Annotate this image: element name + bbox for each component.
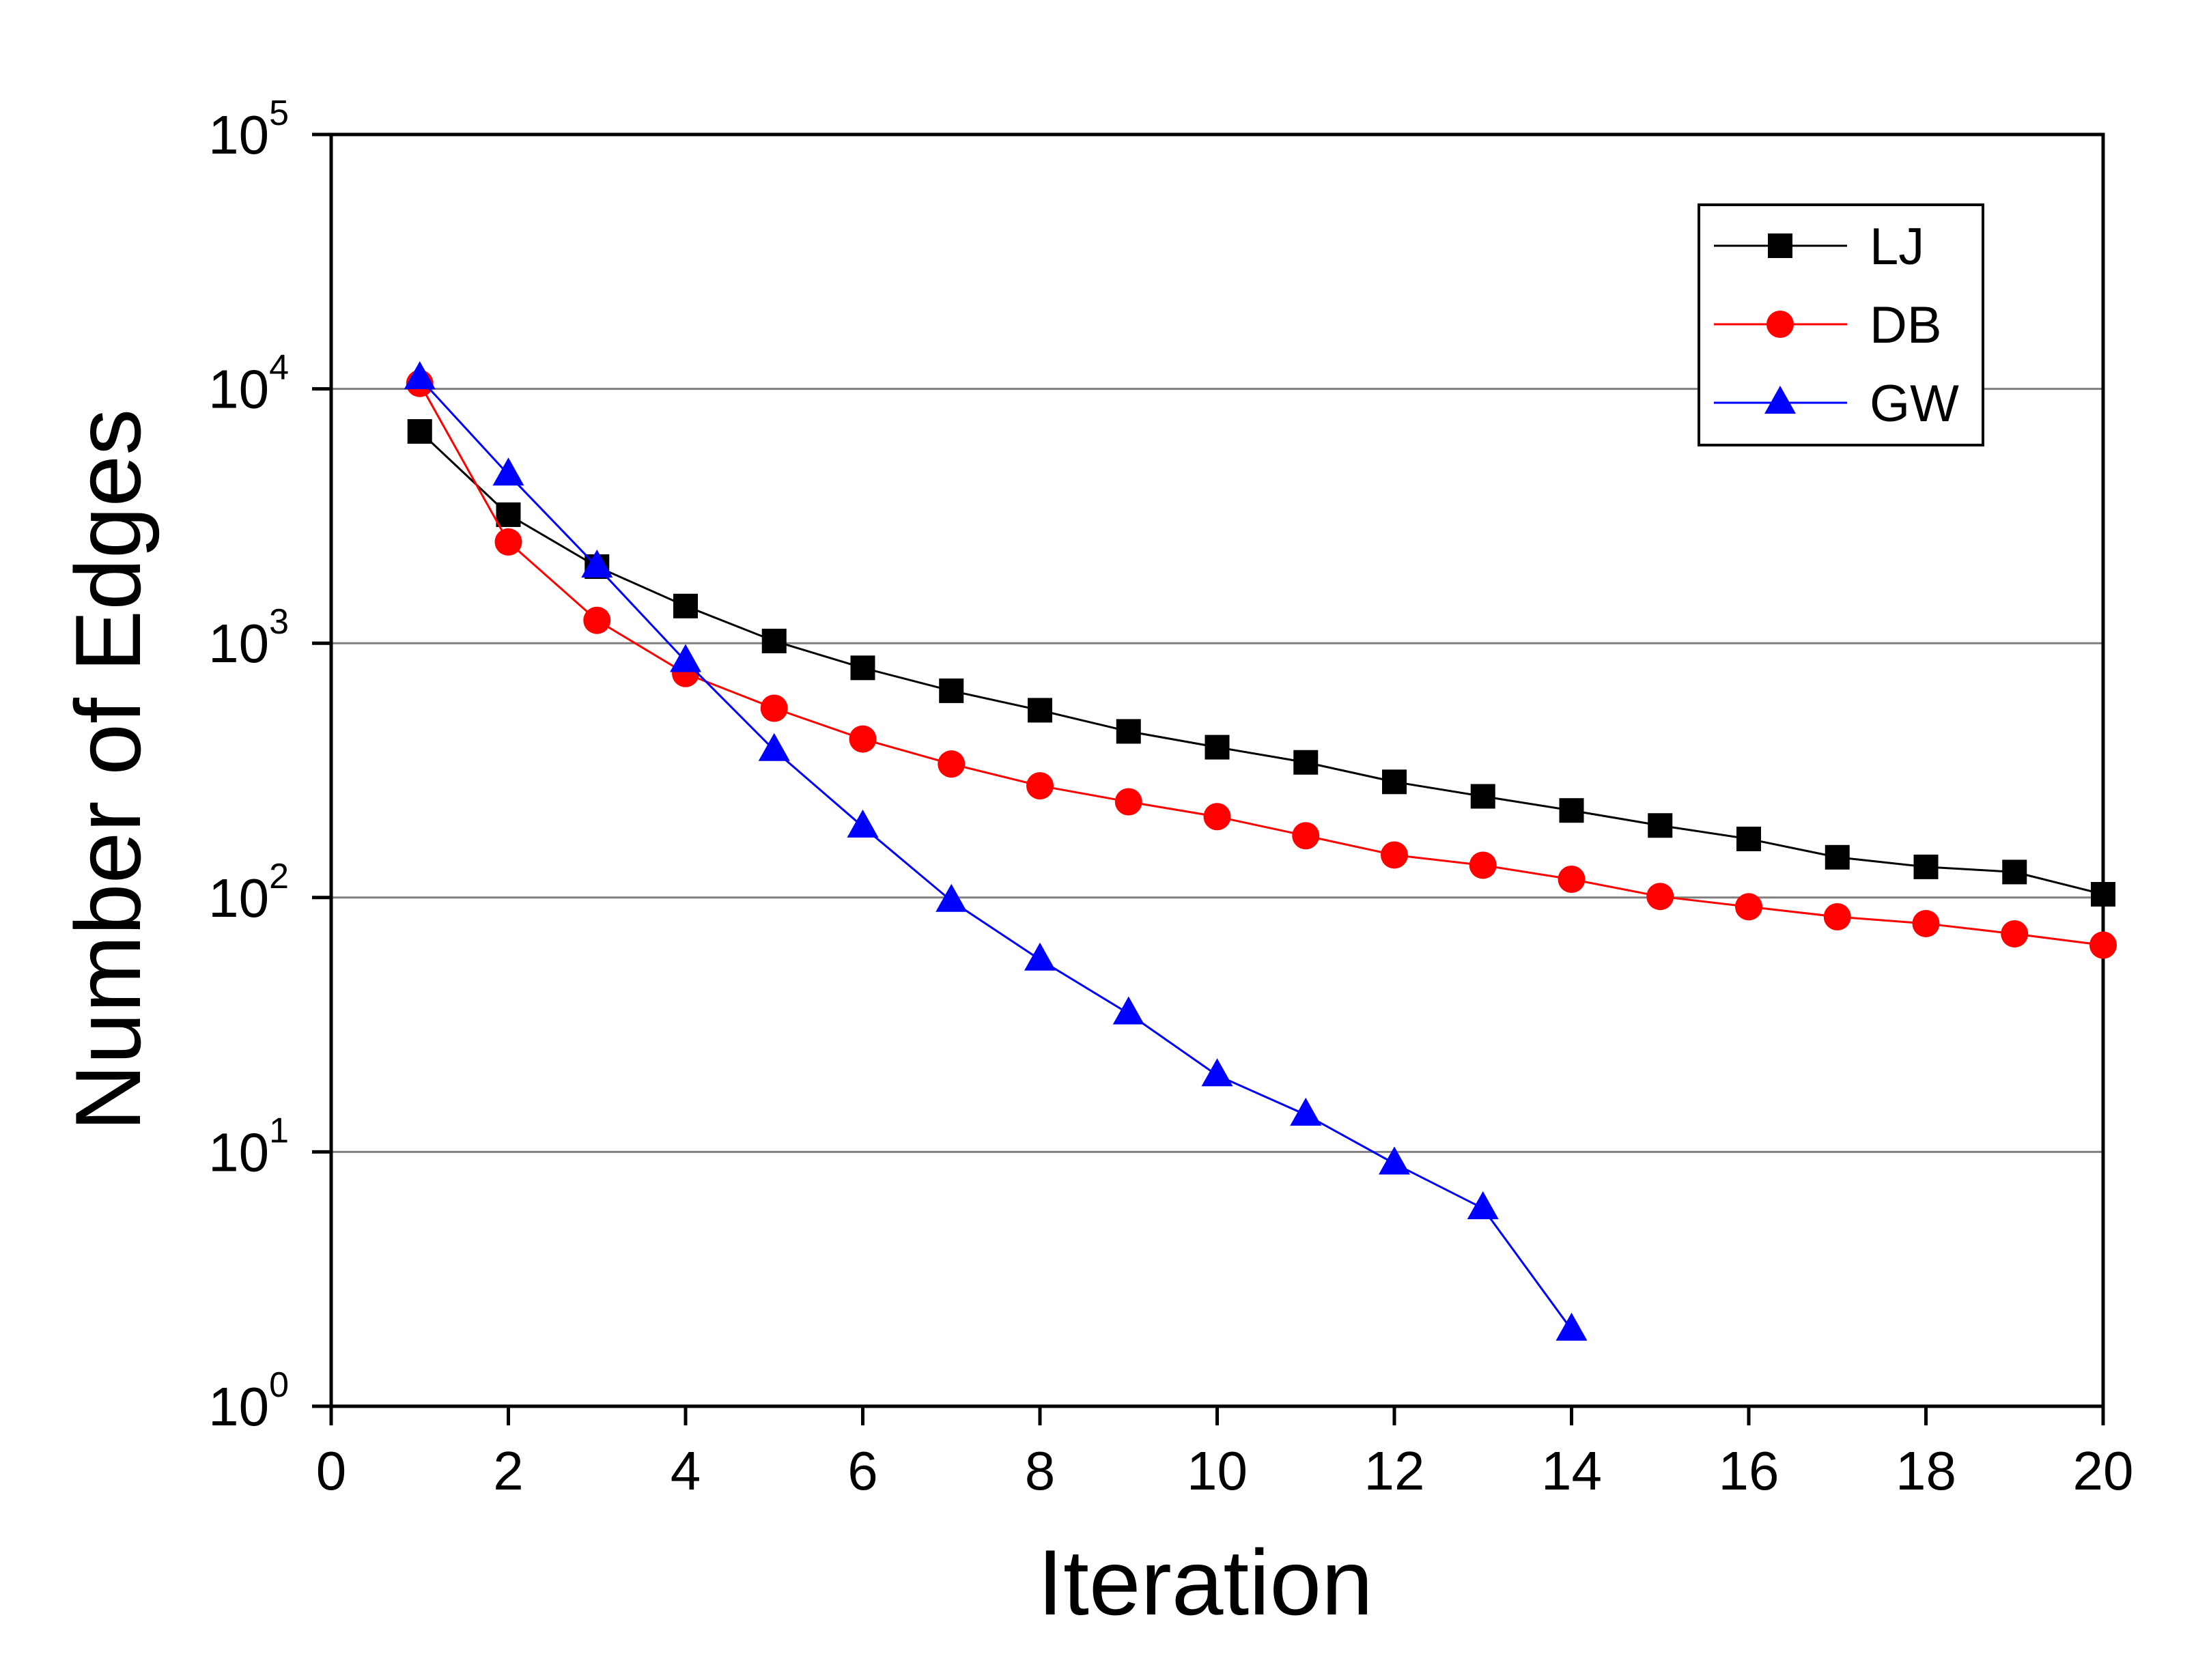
data-point-lj bbox=[850, 655, 875, 681]
x-tick-label: 20 bbox=[2073, 1440, 2134, 1501]
series-gw bbox=[404, 361, 1588, 1341]
x-tick-label: 12 bbox=[1364, 1440, 1425, 1501]
legend-label: LJ bbox=[1870, 218, 1924, 276]
data-point-db bbox=[1558, 866, 1586, 894]
data-point-db bbox=[1203, 803, 1231, 831]
data-point-lj bbox=[673, 593, 698, 618]
data-point-db bbox=[1912, 909, 1940, 937]
y-axis-title: Number of Edges bbox=[56, 409, 160, 1131]
series-layer bbox=[404, 361, 2117, 1341]
data-point-lj bbox=[1470, 784, 1495, 809]
data-point-gw bbox=[404, 361, 436, 390]
data-point-gw bbox=[581, 550, 613, 578]
legend-item-gw: GW bbox=[1714, 375, 1959, 433]
data-point-lj bbox=[1559, 798, 1584, 823]
data-point-lj bbox=[761, 628, 787, 653]
legend-item-db: DB bbox=[1714, 296, 1942, 354]
data-point-db bbox=[1823, 903, 1851, 931]
data-point-lj bbox=[407, 419, 432, 444]
data-point-gw bbox=[847, 809, 879, 838]
y-tick-label: 100 bbox=[208, 1365, 289, 1437]
data-point-db bbox=[938, 750, 966, 778]
x-tick-label: 14 bbox=[1541, 1440, 1602, 1501]
x-tick-label: 2 bbox=[493, 1440, 524, 1501]
x-tick-label: 16 bbox=[1719, 1440, 1779, 1501]
data-point-db bbox=[1026, 772, 1054, 800]
y-tick-label: 101 bbox=[208, 1111, 289, 1182]
y-tick-label: 105 bbox=[208, 94, 289, 165]
legend-label: DB bbox=[1870, 296, 1942, 354]
data-point-lj bbox=[1825, 844, 1850, 870]
data-point-gw bbox=[492, 457, 524, 486]
data-point-db bbox=[1114, 788, 1142, 816]
data-point-lj bbox=[939, 678, 964, 703]
data-point-db bbox=[1381, 841, 1408, 869]
data-point-lj bbox=[496, 502, 521, 527]
x-tick-label: 4 bbox=[671, 1440, 701, 1501]
series-line-gw bbox=[419, 378, 1573, 1330]
data-point-lj bbox=[1913, 854, 1939, 879]
data-point-gw bbox=[935, 883, 968, 912]
data-point-lj bbox=[1116, 719, 1141, 744]
data-point-db bbox=[1735, 893, 1762, 921]
data-point-gw bbox=[1024, 942, 1056, 971]
y-axis: 100 101 102 103 104 105 bbox=[208, 94, 331, 1437]
legend-marker bbox=[1768, 233, 1792, 258]
series-line-db bbox=[419, 382, 2104, 946]
y-tick-label: 104 bbox=[208, 348, 289, 420]
data-point-gw bbox=[758, 732, 790, 761]
y-tick-label: 103 bbox=[208, 602, 289, 674]
legend-marker bbox=[1764, 386, 1796, 414]
data-point-lj bbox=[2091, 882, 2115, 907]
data-point-db bbox=[2089, 931, 2117, 959]
gridlines bbox=[331, 388, 2103, 1153]
x-axis-title: Iteration bbox=[1037, 1530, 1372, 1634]
data-point-db bbox=[494, 528, 522, 556]
data-point-lj bbox=[1648, 813, 1673, 838]
data-point-gw bbox=[1556, 1312, 1588, 1341]
legend-label: GW bbox=[1870, 375, 1959, 433]
data-point-db bbox=[1292, 822, 1320, 850]
data-point-gw bbox=[1201, 1058, 1233, 1087]
data-point-db bbox=[1469, 851, 1497, 879]
data-point-gw bbox=[1379, 1146, 1410, 1175]
x-tick-label: 10 bbox=[1187, 1440, 1248, 1501]
data-point-gw bbox=[1290, 1097, 1322, 1126]
x-tick-label: 0 bbox=[316, 1440, 347, 1501]
x-tick-label: 6 bbox=[847, 1440, 878, 1501]
data-point-gw bbox=[670, 644, 701, 672]
data-point-db bbox=[2001, 920, 2029, 948]
data-point-lj bbox=[1382, 769, 1407, 795]
series-db bbox=[406, 369, 2117, 959]
data-point-db bbox=[1646, 883, 1674, 911]
data-point-lj bbox=[1205, 735, 1230, 760]
x-tick-label: 8 bbox=[1025, 1440, 1056, 1501]
legend-marker bbox=[1766, 311, 1794, 338]
data-point-lj bbox=[1736, 826, 1761, 851]
data-point-gw bbox=[1112, 996, 1144, 1025]
data-point-lj bbox=[1028, 698, 1052, 723]
series-line-lj bbox=[419, 430, 2104, 896]
x-axis: 0 2 4 6 8 10 12 14 16 18 20 bbox=[316, 1406, 2134, 1501]
legend-item-lj: LJ bbox=[1714, 218, 1924, 276]
data-point-db bbox=[583, 606, 611, 634]
data-point-db bbox=[760, 694, 788, 722]
data-point-lj bbox=[1293, 750, 1319, 775]
data-point-lj bbox=[2002, 859, 2027, 885]
legend: LJ DB GW bbox=[1698, 203, 1984, 446]
data-point-db bbox=[849, 725, 877, 753]
y-tick-label: 102 bbox=[208, 857, 289, 928]
x-tick-label: 18 bbox=[1896, 1440, 1956, 1501]
data-point-gw bbox=[1467, 1191, 1499, 1220]
